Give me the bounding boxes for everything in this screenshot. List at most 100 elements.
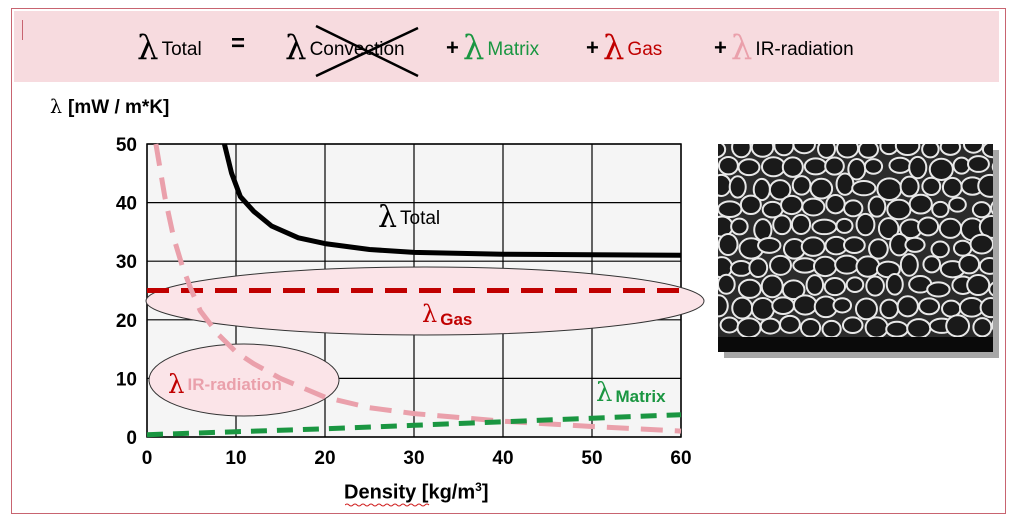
foam-cell — [771, 296, 795, 316]
plus-sign: + — [586, 35, 599, 60]
foam-cell — [799, 317, 822, 338]
x-axis-label: Density [kg/m3] — [344, 480, 489, 505]
foam-cell — [990, 201, 993, 215]
foam-cell — [772, 214, 792, 236]
foam-cell — [718, 232, 739, 257]
series-line-ir-radiation — [153, 143, 682, 434]
foam-cell — [886, 198, 912, 221]
foam-cell — [739, 194, 762, 216]
foam-cell — [792, 294, 818, 316]
foam-cell — [865, 275, 885, 297]
lambda-symbol: λ — [422, 300, 438, 328]
x-tick-label: 60 — [670, 448, 691, 469]
eq-matrix: + λ Matrix — [446, 28, 539, 68]
foam-cell — [930, 240, 950, 259]
foam-cell — [845, 276, 865, 294]
foam-cell — [978, 257, 993, 275]
foam-cell — [971, 201, 992, 219]
x-axis-label-text: Density [kg/m — [344, 481, 476, 504]
lambda-symbol: λ — [168, 370, 185, 400]
foam-cell — [941, 299, 962, 318]
foam-cell — [817, 144, 837, 159]
foam-cell — [969, 233, 993, 255]
foam-cell — [825, 193, 846, 215]
foam-cell — [906, 318, 932, 339]
foam-cell — [719, 316, 740, 334]
eq-gas: + λ Gas — [586, 28, 662, 68]
eq-total: λ Total — [137, 28, 202, 68]
y-axis-label-text: [mW / m*K] — [68, 97, 170, 118]
foam-cell — [851, 179, 877, 197]
gas-annotation: λ Gas — [422, 300, 472, 330]
foam-cell — [790, 213, 812, 236]
foam-cell — [731, 296, 754, 320]
eq-matrix-label: Matrix — [487, 39, 540, 60]
foam-cell — [737, 278, 762, 299]
foam-cell — [854, 297, 878, 321]
foam-cell — [928, 157, 954, 181]
x-tick-labels: 0 10 20 30 40 50 60 — [142, 448, 692, 469]
foam-cell — [835, 217, 854, 234]
foam-cell — [737, 158, 761, 177]
plus-sign: + — [714, 35, 727, 60]
foam-micrograph-image — [718, 144, 993, 352]
foam-cell — [843, 199, 864, 218]
lambda-symbol: λ — [137, 28, 159, 68]
x-axis-label-end: ] — [481, 481, 489, 504]
foam-cell — [823, 277, 847, 297]
y-tick-label: 0 — [126, 428, 137, 449]
foam-cell — [731, 144, 752, 159]
foam-cell-structure-icon — [718, 144, 993, 339]
foam-cell — [917, 216, 940, 237]
foam-cell — [809, 177, 834, 200]
foam-cell — [894, 144, 921, 156]
foam-cell — [805, 274, 825, 296]
x-tick-label: 30 — [403, 448, 424, 469]
x-axis-label-sup: 3 — [475, 480, 482, 494]
foam-cell — [938, 217, 963, 239]
ir-highlight-ellipse — [148, 343, 340, 417]
lambda-symbol: λ — [462, 28, 485, 68]
foam-cell — [885, 272, 904, 296]
foam-cell — [824, 156, 845, 176]
foam-cell — [760, 274, 784, 299]
foam-cell — [792, 144, 816, 155]
eq-total-label: Total — [161, 39, 202, 60]
total-annotation-label: Total — [400, 208, 441, 229]
series-line-total — [221, 143, 682, 258]
foam-cell — [769, 254, 792, 276]
lambda-symbol: λ — [285, 28, 307, 68]
foam-cell — [952, 239, 973, 257]
foam-cell — [939, 144, 962, 156]
series-lines — [146, 143, 682, 438]
foam-cell — [750, 296, 775, 321]
foam-cell — [768, 179, 792, 201]
lambda-symbol: λ — [50, 96, 63, 118]
foam-cell — [780, 194, 804, 216]
foam-cell — [800, 236, 826, 257]
foam-cell — [931, 200, 950, 218]
foam-cell — [801, 197, 826, 217]
strike-cross-icon — [315, 24, 419, 78]
foam-cell — [760, 156, 786, 178]
foam-cell — [757, 237, 782, 254]
foam-cell — [736, 317, 762, 339]
foam-cell — [962, 144, 984, 154]
foam-cell — [811, 218, 838, 236]
foam-cell — [834, 254, 860, 275]
foam-cell — [921, 176, 942, 197]
foam-cell — [773, 144, 795, 157]
foam-cell — [879, 298, 900, 320]
foam-cell — [978, 215, 993, 239]
y-tick-label: 50 — [116, 135, 137, 156]
foam-cell — [921, 144, 940, 159]
foam-cell — [867, 195, 887, 218]
foam-cell — [857, 144, 879, 159]
foam-cell — [718, 294, 729, 318]
foam-cell — [908, 155, 928, 180]
foam-cell — [972, 317, 993, 338]
foam-cell — [899, 175, 920, 198]
foam-cell — [718, 144, 727, 159]
x-tick-label: 40 — [492, 448, 513, 469]
gas-highlight-ellipse — [145, 266, 705, 336]
